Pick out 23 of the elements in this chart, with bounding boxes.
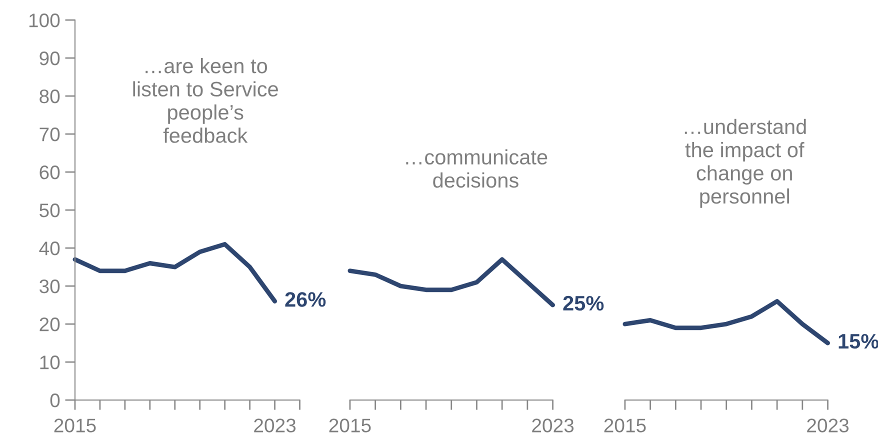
text: …understand the impact of change on personnel [684, 118, 806, 208]
y-tick-label: 70 [40, 128, 60, 142]
y-tick-label: 20 [40, 318, 60, 332]
data-label: 26% [285, 292, 326, 307]
x-tick-label: 2023 [532, 418, 574, 432]
data-label: 25% [563, 296, 604, 311]
y-tick-label: 100 [29, 13, 60, 28]
y-tick-label: 0 [50, 394, 60, 408]
y-tick-label: 40 [39, 242, 60, 256]
y-tick-label: 50 [40, 204, 60, 218]
y-tick-label: 60 [40, 166, 60, 180]
y-tick-label: 10 [40, 356, 60, 370]
line-series [72, 242, 277, 304]
x-tick-label: 2023 [807, 418, 849, 432]
x-tick-label: 2015 [54, 418, 96, 432]
x-tick-label: 2015 [329, 418, 371, 432]
x-tick-label: 2023 [254, 418, 296, 432]
y-tick-label: 90 [40, 51, 60, 66]
y-tick-label: 80 [40, 90, 60, 104]
text: …are keen to listen to Service people’s feedback [133, 58, 278, 143]
text: …communicate decisions [406, 149, 548, 188]
x-tick-label: 2015 [604, 418, 646, 432]
y-tick-label: 30 [40, 280, 60, 294]
